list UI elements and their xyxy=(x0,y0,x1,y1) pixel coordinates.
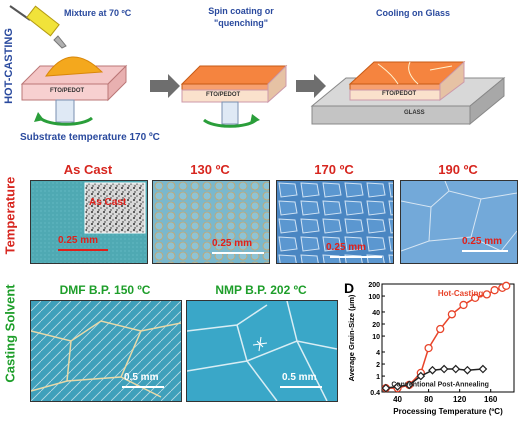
chart-panel-label: D xyxy=(344,280,355,296)
data-point-post-annealing xyxy=(416,371,426,381)
step2-label-line2: "quenching" xyxy=(213,18,269,28)
step1-substrate-block xyxy=(20,56,128,102)
step1-label: Mixture at 70 ºC xyxy=(64,8,132,18)
panel-title-dmf: DMF B.P. 150 ºC xyxy=(59,283,151,297)
grain-size-chart: 40 80 120 160 0.4 1 2 4 10 20 40 100 200 Processing T… xyxy=(347,281,515,416)
y-axis-label: Average Grain-Size (μm) xyxy=(347,294,356,381)
step3-glass-label: GLASS xyxy=(404,110,425,116)
data-point-hot-casting xyxy=(490,286,499,295)
grains-130-texture xyxy=(153,181,269,263)
step2-substrate-label: FTO/PEDOT xyxy=(206,92,241,98)
step1-bottom-label: Substrate temperature 170 ºC xyxy=(20,132,160,143)
x-tick-label: 80 xyxy=(424,395,433,404)
data-point-hot-casting xyxy=(447,310,457,319)
grains-170-texture xyxy=(277,181,393,263)
scalebar-130 xyxy=(212,252,264,254)
y-tick-label: 2 xyxy=(376,362,380,369)
y-tick-label: 100 xyxy=(368,294,380,301)
data-point-post-annealing xyxy=(463,365,472,375)
micrograph-170 xyxy=(276,180,394,264)
data-point-hot-casting xyxy=(436,324,445,334)
data-point-post-annealing xyxy=(404,380,414,390)
step3-glass-block xyxy=(310,60,506,126)
data-point-post-annealing xyxy=(439,364,449,374)
dmf-texture xyxy=(31,301,181,401)
panel-title-130: 130 ºC xyxy=(190,162,230,177)
data-point-hot-casting xyxy=(502,281,511,290)
scalebar-dmf xyxy=(122,386,164,388)
x-tick-label: 120 xyxy=(453,395,467,404)
y-tick-label: 200 xyxy=(368,282,380,289)
step3-label: Cooling on Glass xyxy=(376,8,451,18)
y-tick-label: 40 xyxy=(372,310,380,317)
scale-130: 0.25 mm xyxy=(212,238,253,249)
scale-as-cast: 0.25 mm xyxy=(58,235,99,246)
temperature-side-label: Temperature xyxy=(2,176,18,255)
micrograph-nmp xyxy=(186,300,338,402)
y-tick-label: 1 xyxy=(376,374,380,381)
panel-title-190: 190 ºC xyxy=(438,162,478,177)
y-tick-label: 20 xyxy=(372,322,380,329)
data-point-hot-casting xyxy=(424,343,433,353)
data-point-post-annealing xyxy=(478,364,488,374)
step2-label-line1: Spin coating or xyxy=(208,6,274,16)
as-cast-inset-label: As Cast xyxy=(89,197,127,208)
data-point-hot-casting xyxy=(471,293,480,303)
step3-substrate-label: FTO/PEDOT xyxy=(382,91,417,97)
x-tick-label: 40 xyxy=(393,395,402,404)
scalebar-190 xyxy=(462,250,508,252)
panel-title-170: 170 ºC xyxy=(314,162,354,177)
y-tick-label: 10 xyxy=(372,334,380,341)
grains-190-texture xyxy=(401,181,517,252)
data-point-post-annealing xyxy=(428,365,437,375)
scalebar-as-cast xyxy=(58,249,108,251)
panel-title-as-cast: As Cast xyxy=(63,162,113,177)
chart-frame xyxy=(381,283,515,393)
data-point-hot-casting xyxy=(459,300,468,310)
step2-substrate-block xyxy=(180,64,288,104)
micrograph-as-cast: As Cast xyxy=(30,180,148,264)
as-cast-texture xyxy=(31,181,147,263)
data-point-post-annealing xyxy=(393,382,402,391)
micrograph-dmf xyxy=(30,300,182,402)
data-point-hot-casting xyxy=(482,290,491,299)
scale-nmp: 0.5 mm xyxy=(282,372,317,383)
y-tick-label: 4 xyxy=(376,350,380,357)
schematic-diagram xyxy=(9,5,506,128)
scale-dmf: 0.5 mm xyxy=(124,372,159,383)
scalebar-170 xyxy=(330,256,382,258)
nmp-texture xyxy=(187,301,337,401)
series-label-post-annealing: Conventional Post-Annealing xyxy=(391,381,489,388)
scale-190: 0.25 mm xyxy=(462,236,503,247)
series-label-hot-casting: Hot-Casting xyxy=(438,289,483,298)
data-point-post-annealing xyxy=(381,383,391,393)
data-point-post-annealing xyxy=(451,364,461,374)
x-tick-label: 160 xyxy=(484,395,498,404)
y-tick-label: 0.4 xyxy=(370,390,380,397)
casting-solvent-side-label: Casting Solvent xyxy=(2,284,18,383)
x-axis-label: Processing Temperature (ºC) xyxy=(393,407,503,416)
scalebar-nmp xyxy=(280,386,322,388)
pipette-icon xyxy=(9,5,67,49)
panel-title-nmp: NMP B.P. 202 ºC xyxy=(215,283,307,297)
step1-substrate-label: FTO/PEDOT xyxy=(50,88,85,94)
scale-170: 0.25 mm xyxy=(326,242,367,253)
micrograph-130 xyxy=(152,180,270,264)
